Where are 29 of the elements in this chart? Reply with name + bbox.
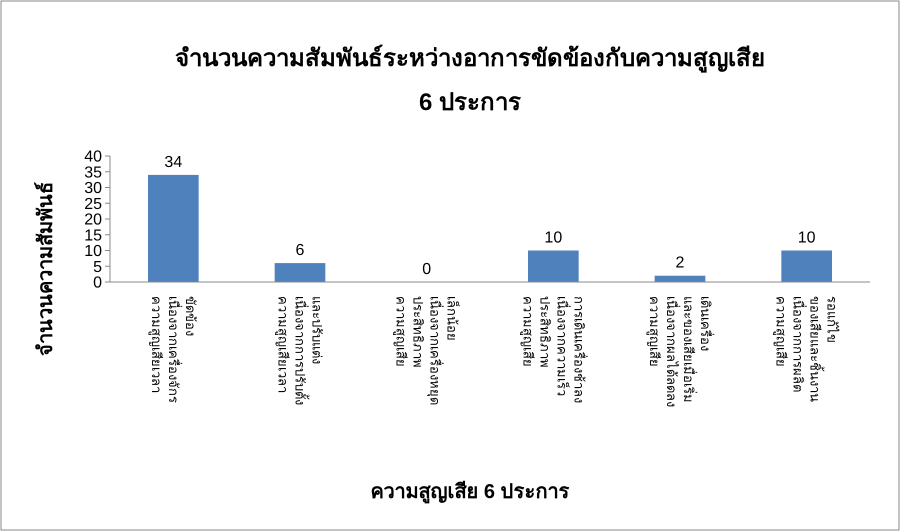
y-tick-label: 35	[84, 164, 102, 182]
bar	[148, 174, 199, 282]
x-axis-title: ความสูญเสีย 6 ประการ	[370, 480, 570, 505]
x-tick-label: ความสูญเสีย ประสิทธิภาพ เนื่องจากความเร็ว การเดินเครื่องช้าลง	[519, 296, 588, 403]
x-tick-label: ความสูญเสีย เนื่องจากผลได้ลดลง และของเสียเมื่อเริ่ม เดินเครื่อง	[646, 296, 714, 407]
bar	[274, 263, 326, 282]
y-tick-label: 40	[84, 148, 102, 166]
x-tick-label: ความสูญเสียเวลา เนื่องจากการปรับตั้ง และปรับแต่ง	[274, 296, 324, 405]
data-label: 10	[798, 230, 816, 246]
bar	[781, 250, 832, 282]
y-tick-label: 15	[84, 227, 102, 244]
data-label: 2	[676, 254, 685, 272]
data-label: 6	[296, 242, 305, 260]
y-axis-title: จำนวนความสัมพันธ์	[34, 182, 57, 356]
bar	[528, 250, 579, 282]
bar	[654, 276, 706, 282]
y-tick-label: 30	[84, 180, 102, 198]
chart-title: จำนวนความสัมพันธ์ระหว่างอาการขัดข้องกับความสูญเสีย 6 ประการ	[175, 44, 765, 116]
data-label: 0	[422, 261, 432, 278]
y-tick-label: 20	[84, 212, 102, 229]
y-tick-label: 10	[84, 243, 102, 260]
x-tick-label: ความสูญเสีย เนื่องจากการผลิต ของเสียและชิ้นงาน รอแก้ไข	[772, 296, 840, 402]
data-label: 10	[544, 230, 562, 246]
x-tick-label: ความสูญเสีย ประสิทธิภาพ เนื่องจากเครื่องหยุด เล็กน้อย	[392, 296, 462, 405]
data-label: 34	[164, 154, 182, 171]
y-tick-label: 0	[93, 274, 102, 292]
y-tick-label: 25	[84, 196, 102, 213]
x-tick-label: ความสูญเสียเวลา เนื่องจากเครื่องจักร ขัดข้อง	[148, 296, 198, 403]
y-tick-label: 5	[93, 258, 102, 276]
